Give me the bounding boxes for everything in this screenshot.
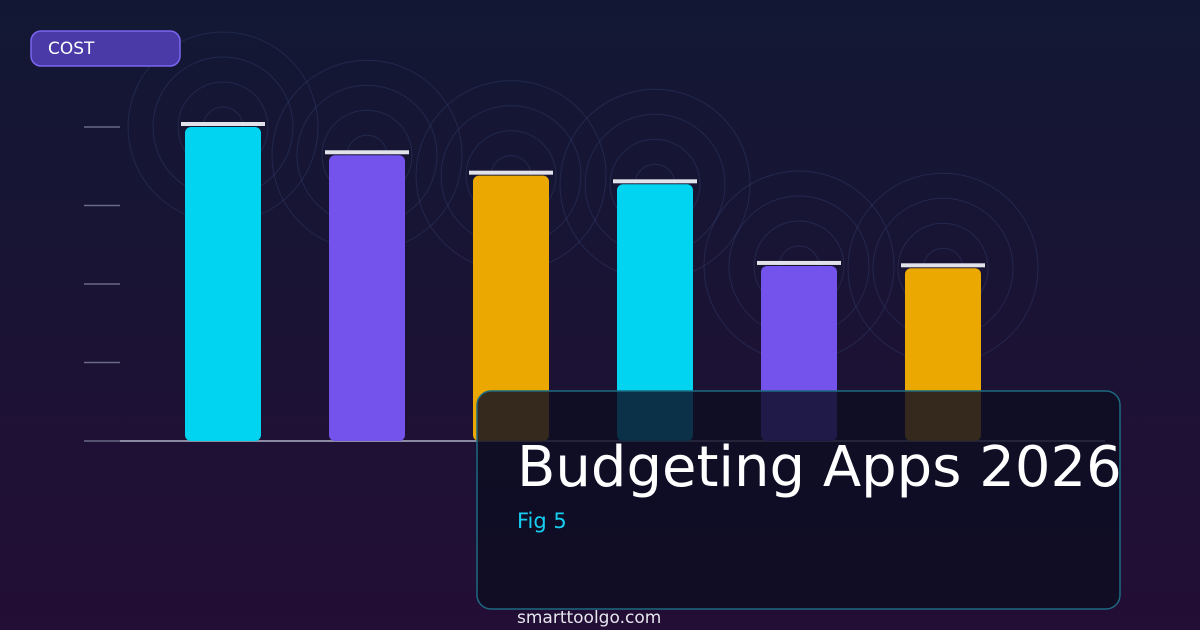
chart-subtitle: Fig 5 — [517, 509, 567, 533]
bar — [329, 155, 405, 441]
bar-cap — [901, 263, 985, 268]
bar — [617, 184, 693, 441]
y-label-badge — [30, 30, 181, 67]
bar-cap — [325, 150, 409, 155]
bar — [473, 175, 549, 442]
chart-title: Budgeting Apps 2026 — [517, 435, 1122, 500]
bar-cap — [613, 179, 697, 184]
title-card — [476, 390, 1121, 610]
bar — [185, 127, 261, 441]
y-axis-label: COST — [48, 39, 95, 59]
bar-cap — [757, 260, 841, 265]
source: smarttoolgo.com — [517, 608, 661, 628]
bar-cap — [181, 122, 265, 126]
bar-cap — [469, 170, 553, 175]
